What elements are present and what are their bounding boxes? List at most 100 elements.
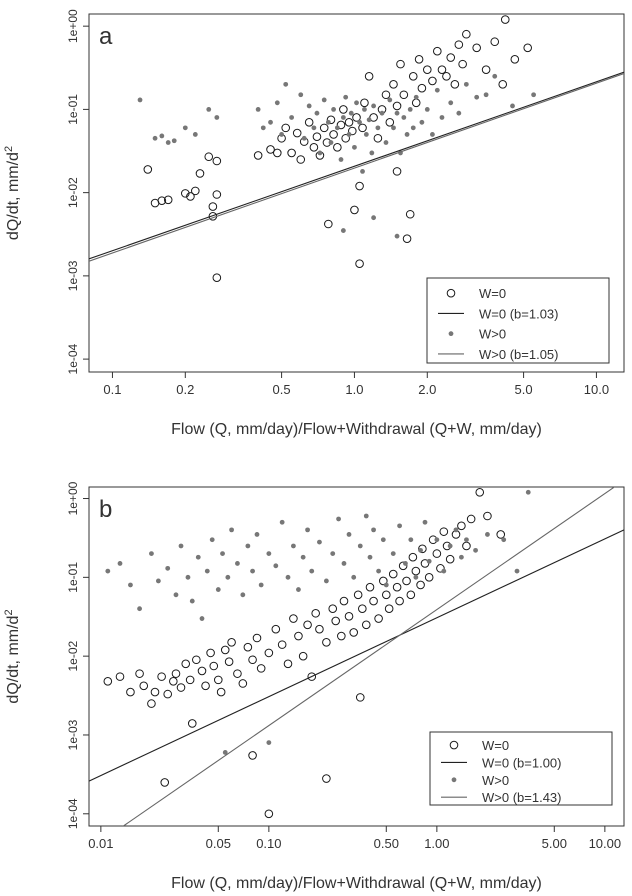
y-tick-label: 1e-01 — [66, 94, 80, 125]
point-wgt0 — [424, 106, 430, 112]
point-w0 — [216, 687, 226, 697]
point-wgt0 — [413, 574, 419, 580]
point-w0 — [364, 71, 374, 81]
point-w0 — [349, 628, 359, 637]
point-w0 — [185, 675, 195, 685]
x-tick-label: 0.05 — [206, 836, 231, 851]
point-wgt0 — [222, 750, 228, 755]
point-wgt0 — [235, 561, 240, 566]
point-w0 — [324, 219, 333, 229]
point-wgt0 — [336, 516, 341, 522]
point-wgt0 — [314, 110, 320, 116]
point-wgt0 — [456, 110, 462, 116]
point-w0 — [510, 54, 520, 64]
y-tick-label: 1e-04 — [66, 798, 80, 829]
x-tick-label: 1.00 — [424, 836, 449, 851]
point-w0 — [253, 151, 263, 160]
point-wgt0 — [383, 582, 389, 588]
point-wgt0 — [309, 568, 315, 574]
point-wgt0 — [279, 519, 285, 525]
point-w0 — [309, 143, 319, 152]
chart-panel-b: 0.01 0.05 0.10 0.50 1.00 5.00 10.00 1e-04 1e-03 1… — [3, 481, 625, 892]
x-axis-label: Flow (Q, mm/day)/Flow+Withdrawal (Q+W, m… — [171, 421, 542, 438]
fit-line — [89, 71, 624, 260]
point-wgt0 — [323, 578, 329, 584]
point-w0 — [326, 115, 336, 125]
point-w0 — [312, 132, 322, 141]
point-w0 — [143, 165, 153, 174]
point-wgt0 — [206, 106, 212, 112]
point-w0 — [361, 620, 371, 630]
point-wgt0 — [340, 228, 346, 233]
point-w0 — [422, 65, 432, 74]
point-w0 — [186, 192, 195, 201]
point-wgt0 — [447, 543, 453, 549]
y-tick-label: 1e-03 — [66, 260, 80, 291]
y-tick-label: 1e-02 — [66, 177, 80, 208]
point-wgt0 — [334, 125, 340, 131]
point-w0 — [355, 259, 364, 269]
point-w0 — [352, 113, 361, 122]
point-w0 — [163, 689, 173, 699]
point-wgt0 — [483, 92, 489, 98]
point-wgt0 — [439, 115, 445, 120]
point-w0 — [381, 90, 391, 100]
point-wgt0 — [317, 539, 322, 545]
point-w0 — [206, 648, 215, 658]
point-wgt0 — [403, 561, 408, 566]
point-wgt0 — [199, 616, 205, 621]
point-w0 — [337, 631, 346, 641]
legend-label: W>0 (b=1.05) — [479, 347, 559, 362]
point-w0 — [398, 561, 408, 571]
point-w0 — [191, 186, 200, 196]
point-w0 — [197, 666, 207, 676]
point-w0 — [212, 273, 222, 283]
point-wgt0 — [379, 110, 385, 116]
fit-line — [89, 529, 624, 782]
point-w0 — [341, 133, 350, 143]
point-w0 — [264, 648, 274, 658]
point-wgt0 — [525, 489, 531, 495]
point-wgt0 — [448, 100, 454, 106]
point-w0 — [238, 679, 248, 688]
point-wgt0 — [149, 551, 154, 557]
point-w0 — [411, 566, 421, 576]
point-wgt0 — [391, 125, 396, 131]
point-wgt0 — [340, 115, 346, 120]
point-w0 — [180, 189, 190, 198]
point-wgt0 — [192, 132, 198, 137]
x-axis-label: Flow (Q, mm/day)/Flow+Withdrawal (Q+W, m… — [171, 875, 542, 892]
point-wgt0 — [346, 532, 352, 537]
point-w0 — [358, 604, 367, 614]
x-tick-label: 0.50 — [374, 836, 399, 851]
point-wgt0 — [285, 574, 291, 580]
point-wgt0 — [354, 100, 359, 106]
panel-label: b — [99, 496, 112, 523]
point-w0 — [187, 719, 197, 728]
point-w0 — [498, 80, 508, 89]
point-w0 — [350, 205, 359, 215]
point-w0 — [333, 143, 342, 152]
point-w0 — [406, 590, 416, 600]
fit-line — [89, 72, 624, 262]
point-wgt0 — [510, 103, 515, 109]
point-wgt0 — [383, 140, 389, 145]
point-w0 — [344, 117, 354, 127]
point-wgt0 — [165, 140, 171, 145]
point-w0 — [298, 651, 308, 661]
point-wgt0 — [128, 582, 133, 588]
point-w0 — [402, 576, 411, 586]
point-w0 — [271, 624, 281, 634]
y-tick-label: 1e-01 — [66, 562, 80, 593]
point-wgt0 — [338, 157, 344, 162]
point-w0 — [416, 580, 425, 590]
point-w0 — [500, 15, 510, 24]
point-w0 — [304, 117, 314, 127]
point-w0 — [264, 809, 274, 819]
y-tick-label: 1e-02 — [66, 640, 80, 671]
point-w0 — [163, 195, 173, 205]
point-wgt0 — [214, 115, 220, 120]
y-axis-label: dQ/dt, mm/d2 — [3, 146, 22, 240]
point-wgt0 — [254, 532, 260, 537]
